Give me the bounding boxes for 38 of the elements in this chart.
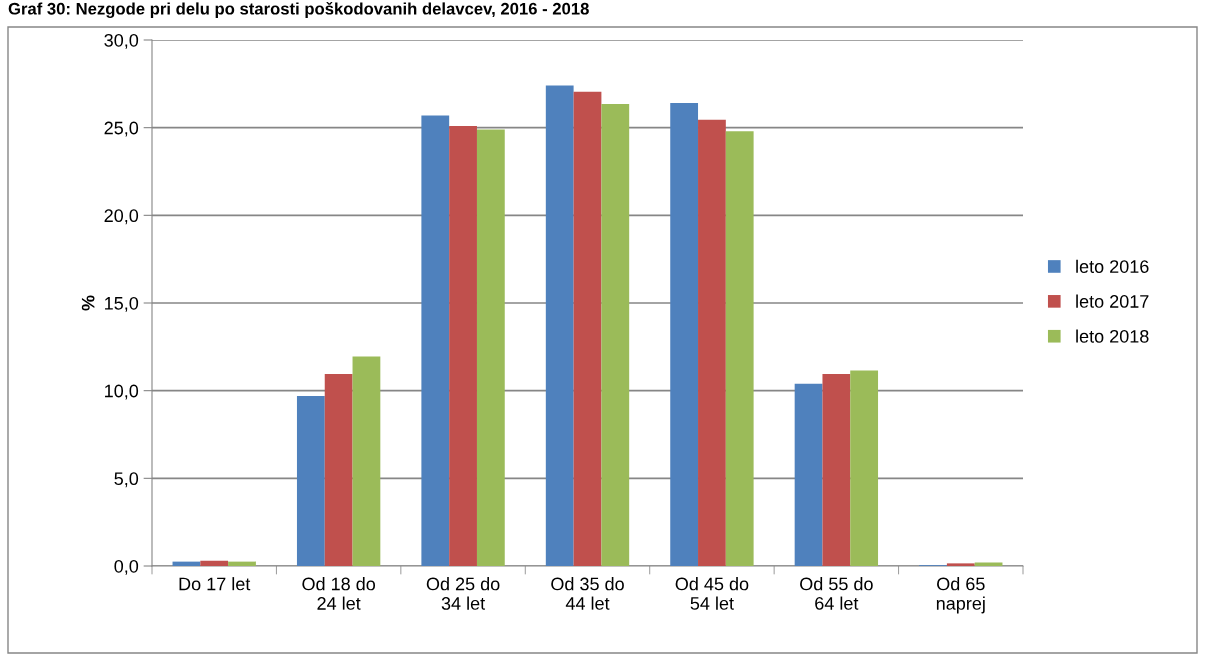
bar: [946, 563, 975, 566]
y-tick-label: 25,0: [104, 121, 139, 137]
legend-label: leto 2017: [1076, 294, 1149, 308]
y-axis-title: %: [81, 295, 95, 311]
legend-label: leto 2018: [1076, 329, 1149, 343]
chart-title: Graf 30: Nezgode pri delu po starosti poškodovanih delavcev, 2016 - 2018: [8, 2, 589, 18]
bar: [974, 562, 1003, 566]
x-tick-label: Od 65 naprej: [936, 577, 985, 614]
bar: [725, 131, 754, 566]
bar: [352, 356, 381, 566]
bar: [822, 374, 851, 566]
x-tick-label: Od 18 do 24 let: [302, 577, 376, 610]
bar: [228, 561, 256, 566]
y-tick-label: 10,0: [105, 384, 139, 400]
y-tick-label: 0,0: [114, 559, 139, 575]
bar: [296, 395, 325, 566]
legend-label: leto 2016: [1076, 259, 1149, 273]
bar: [449, 125, 477, 566]
x-tick-label: Od 35 do 44 let: [551, 577, 624, 610]
bar: [601, 104, 630, 566]
bar: [698, 119, 726, 566]
bar: [476, 129, 505, 566]
y-tick-label: 5,0: [114, 472, 139, 488]
bar: [670, 103, 699, 566]
x-tick-label: Od 55 do 64 let: [800, 577, 873, 610]
y-tick-label: 20,0: [104, 209, 139, 225]
bar: [200, 560, 229, 566]
x-tick-label: Od 45 do 54 let: [675, 577, 749, 610]
bar: [850, 370, 879, 566]
bar: [573, 91, 602, 566]
x-tick-label: Od 25 do 34 let: [426, 577, 500, 610]
x-tick-label: Do 17 let: [179, 577, 251, 591]
bar: [794, 383, 823, 566]
bar: [324, 374, 353, 566]
bar: [545, 85, 574, 566]
y-tick-label: 30,0: [104, 33, 139, 49]
bar: [421, 115, 450, 566]
y-tick-label: 15,0: [105, 296, 139, 312]
